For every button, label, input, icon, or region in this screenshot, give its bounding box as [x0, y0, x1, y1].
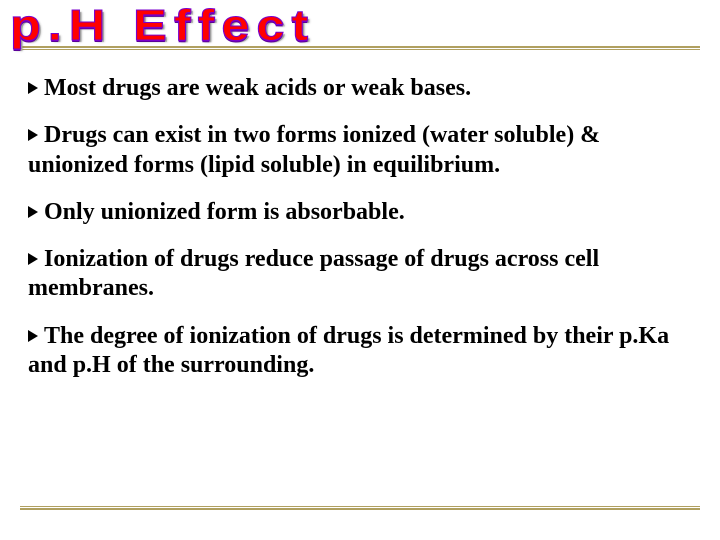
- chevron-right-icon: [28, 253, 38, 265]
- bullet-text: Most drugs are weak acids or weak bases.: [44, 75, 471, 101]
- bullet-item: Drugs can exist in two forms ionized (wa…: [28, 121, 692, 180]
- content-body: Most drugs are weak acids or weak bases.…: [28, 74, 692, 398]
- bullet-item: Ionization of drugs reduce passage of dr…: [28, 245, 692, 304]
- title-text: p.H Effect: [10, 4, 315, 48]
- bullet-text: Drugs can exist in two forms ionized (wa…: [28, 122, 600, 177]
- chevron-right-icon: [28, 129, 38, 141]
- chevron-right-icon: [28, 82, 38, 94]
- chevron-right-icon: [28, 330, 38, 342]
- bullet-item: Only unionized form is absorbable.: [28, 198, 692, 227]
- slide: p.H Effect p.H Effect Most drugs are wea…: [0, 0, 720, 540]
- slide-title: p.H Effect p.H Effect: [10, 4, 275, 48]
- bullet-text: Ionization of drugs reduce passage of dr…: [28, 246, 599, 301]
- chevron-right-icon: [28, 206, 38, 218]
- bullet-text: The degree of ionization of drugs is det…: [28, 323, 669, 378]
- bullet-item: The degree of ionization of drugs is det…: [28, 322, 692, 381]
- bullet-item: Most drugs are weak acids or weak bases.: [28, 74, 692, 103]
- divider-bottom: [20, 506, 700, 510]
- bullet-text: Only unionized form is absorbable.: [44, 199, 405, 225]
